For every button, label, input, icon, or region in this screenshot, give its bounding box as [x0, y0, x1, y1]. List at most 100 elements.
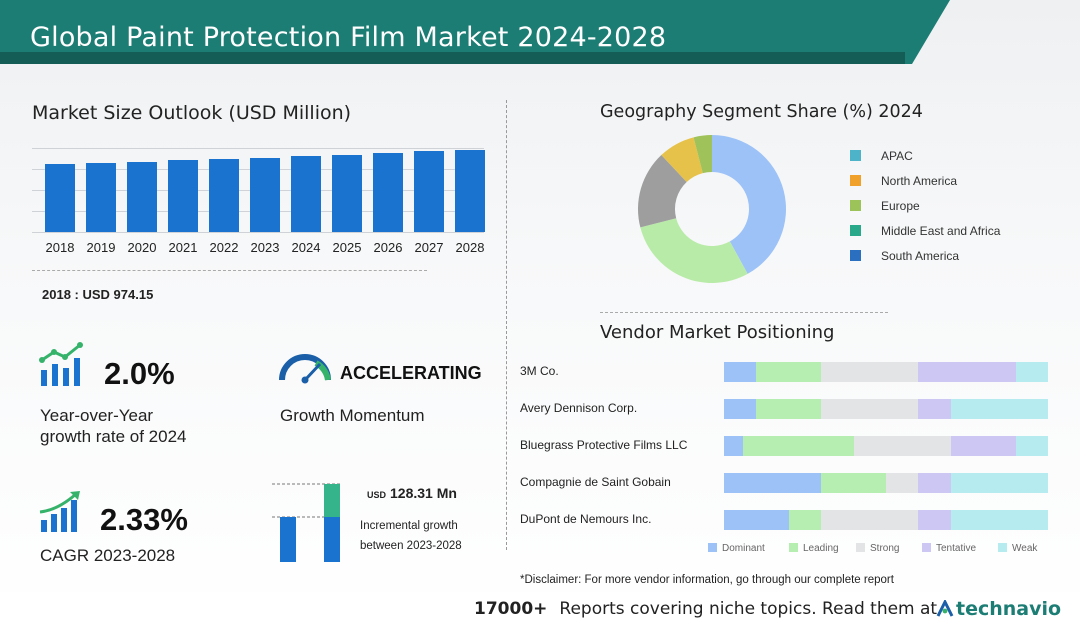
bar-2024 [291, 156, 321, 232]
bar-2020 [127, 161, 157, 232]
speedometer-icon [279, 354, 331, 384]
positioning-swatch [922, 543, 931, 552]
positioning-label: Leading [803, 543, 839, 554]
vendor-segment-strong [821, 399, 919, 419]
cagr-value: 2.33% [100, 502, 188, 537]
year-label: 2027 [414, 240, 444, 255]
vertical-divider [506, 100, 507, 550]
yoy-growth-value: 2.0% [104, 356, 175, 391]
legend-item: South America [850, 249, 959, 263]
vendor-segment-weak [950, 510, 1048, 530]
disclaimer: *Disclaimer: For more vendor information… [520, 574, 894, 586]
positioning-legend-item: Strong [856, 543, 899, 554]
bar-2025 [332, 154, 362, 232]
vendor-name: Bluegrass Protective Films LLC [520, 438, 688, 452]
positioning-legend-item: Leading [789, 543, 839, 554]
geography-heading: Geography Segment Share (%) 2024 [600, 102, 923, 122]
growth-chart-icon [39, 342, 83, 386]
bar-2026 [373, 153, 403, 232]
vendor-segment-tentative [918, 399, 951, 419]
vendor-segment-tentative [918, 510, 951, 530]
base-year-value: 2018 : USD 974.15 [42, 287, 154, 302]
bar-2023 [250, 157, 280, 232]
bar-2022 [209, 159, 239, 232]
vendor-segment-weak [950, 399, 1048, 419]
vendor-bar [724, 362, 1048, 382]
vendor-segment-dominant [724, 399, 757, 419]
vendor-bar [724, 510, 1048, 530]
footer-message: Reports covering niche topics. Read them… [559, 599, 938, 619]
bar-2027 [414, 151, 444, 232]
donut-slice-north-america [640, 218, 748, 283]
donut-slice-apac [712, 135, 786, 274]
incremental-label-line1: Incremental growth [360, 520, 458, 532]
bar-2028 [455, 149, 485, 232]
yoy-label-line1: Year-over-Year [40, 406, 154, 425]
legend-item: Europe [850, 199, 920, 213]
year-label: 2021 [168, 240, 198, 255]
year-label: 2020 [127, 240, 157, 255]
vendor-segment-dominant [724, 362, 757, 382]
vendor-segment-tentative [950, 436, 1016, 456]
incremental-growth-icon [272, 483, 342, 562]
year-label: 2019 [86, 240, 116, 255]
gridline [32, 232, 484, 233]
momentum-label: Growth Momentum [280, 406, 425, 425]
section-divider [32, 270, 427, 271]
legend-item: North America [850, 174, 957, 188]
positioning-legend-item: Weak [998, 543, 1037, 554]
incremental-growth-value: 128.31 Mn [390, 485, 457, 501]
legend-label: Middle East and Africa [881, 224, 1001, 238]
cagr-chart-icon [39, 491, 80, 532]
legend-label: South America [881, 249, 960, 263]
positioning-swatch [998, 543, 1007, 552]
vendor-segment-leading [743, 436, 854, 456]
vendor-segment-dominant [724, 436, 744, 456]
bar-2018 [45, 163, 75, 232]
vendor-name: Compagnie de Saint Gobain [520, 475, 671, 489]
report-count: 17000+ [474, 599, 548, 619]
donut-slice-europe [638, 155, 687, 228]
vendor-bar [724, 399, 1048, 419]
vendor-segment-leading [821, 473, 886, 493]
vendor-segment-leading [756, 362, 822, 382]
technavio-logo-icon [936, 600, 954, 617]
vendor-segment-strong [821, 362, 919, 382]
vendor-segment-weak [950, 473, 1048, 493]
year-label: 2023 [250, 240, 280, 255]
footer-text: 17000+ Reports covering niche topics. Rea… [474, 599, 937, 619]
page-title: Global Paint Protection Film Market 2024… [30, 22, 667, 53]
year-label: 2025 [332, 240, 362, 255]
positioning-swatch [856, 543, 865, 552]
legend-swatch [850, 150, 861, 161]
legend-swatch [850, 250, 861, 261]
year-label: 2024 [291, 240, 321, 255]
legend-item: Middle East and Africa [850, 224, 1000, 238]
positioning-swatch [789, 543, 798, 552]
vendor-name: Avery Dennison Corp. [520, 401, 638, 415]
vendor-segment-tentative [918, 362, 1016, 382]
yoy-label-line2: growth rate of 2024 [40, 427, 187, 446]
vendor-bar [724, 473, 1048, 493]
year-label: 2018 [45, 240, 75, 255]
positioning-label: Weak [1012, 543, 1038, 554]
vendor-segment-strong [853, 436, 951, 456]
footer [0, 592, 1080, 624]
donut-slice-south-america [693, 135, 712, 174]
cagr-label: CAGR 2023-2028 [40, 546, 176, 565]
technavio-logo[interactable]: technavio [956, 598, 1062, 620]
vendor-segment-leading [788, 510, 822, 530]
vendor-segment-weak [1015, 436, 1048, 456]
vendor-segment-tentative [918, 473, 951, 493]
section-divider-right [600, 312, 888, 313]
positioning-label: Dominant [722, 543, 765, 554]
vendor-segment-leading [756, 399, 822, 419]
legend-item: APAC [850, 149, 913, 163]
positioning-legend-item: Dominant [708, 543, 765, 554]
vendor-segment-dominant [724, 510, 789, 530]
incremental-currency: USD [367, 490, 387, 500]
incremental-label-line2: between 2023-2028 [360, 540, 462, 552]
vendor-heading: Vendor Market Positioning [600, 322, 835, 343]
positioning-label: Strong [870, 543, 900, 554]
title-banner-stripe [0, 52, 905, 64]
